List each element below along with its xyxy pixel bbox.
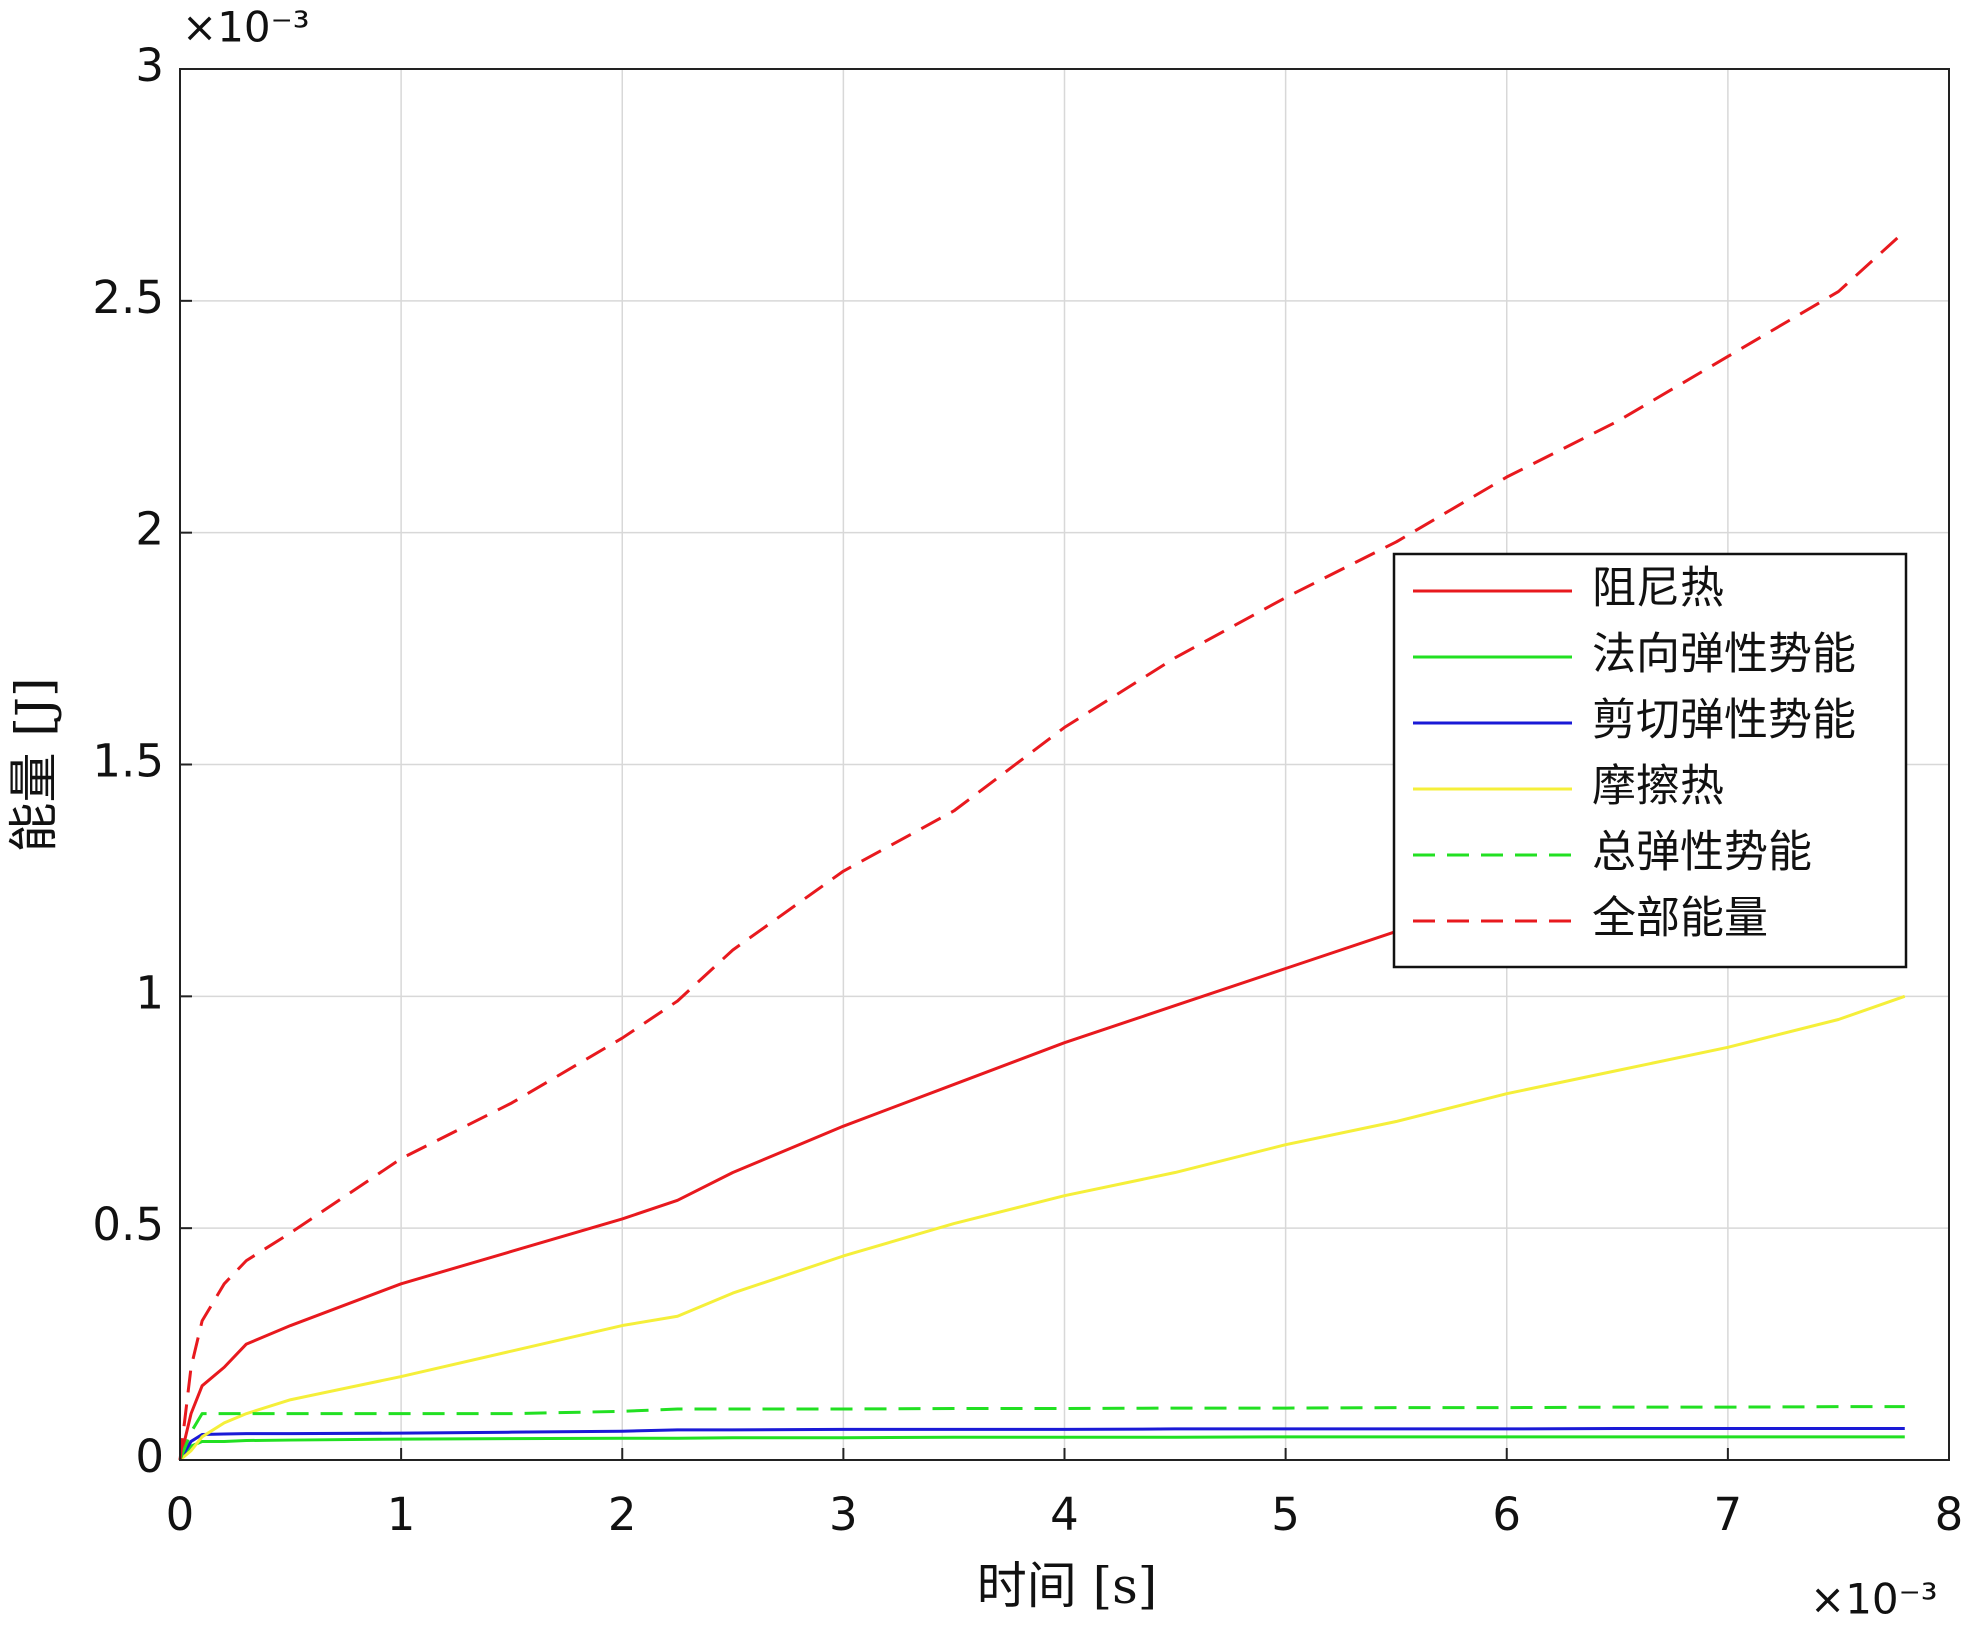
legend-label: 全部能量: [1592, 893, 1768, 944]
legend-box: [1392, 552, 1908, 969]
series-line: [178, 1426, 1905, 1461]
legend-label: 剪切弹性势能: [1592, 695, 1856, 746]
y-tick-label: 1.5: [92, 735, 164, 788]
y-axis-label: 能量 [J]: [5, 678, 63, 853]
series-line: [178, 230, 1906, 1461]
x-tick-label: 4: [1050, 1488, 1079, 1541]
legend-label: 摩擦热: [1592, 761, 1724, 812]
series-line: [178, 1435, 1905, 1461]
y-tick-label: 0: [135, 1430, 164, 1483]
legend-label: 总弹性势能: [1592, 827, 1812, 878]
y-tick-label: 3: [135, 39, 164, 92]
x-tick-label: 6: [1492, 1488, 1521, 1541]
x-axis-label: 时间 [s]: [977, 1557, 1158, 1615]
x-tick-label: 7: [1714, 1488, 1743, 1541]
y-tick-label: 1: [135, 966, 164, 1019]
y-tick-label: 2: [135, 503, 164, 556]
series-line: [179, 994, 1906, 1462]
y-scale-label: ×10⁻³: [182, 3, 310, 52]
x-tick-label: 2: [608, 1488, 637, 1541]
y-tick-label: 0.5: [92, 1198, 164, 1251]
x-scale-label: ×10⁻³: [1810, 1575, 1938, 1624]
series-line: [178, 1405, 1905, 1461]
legend-label: 法向弹性势能: [1592, 629, 1856, 680]
x-tick-label: 3: [829, 1488, 858, 1541]
x-tick-label: 1: [387, 1488, 416, 1541]
y-tick-label: 2.5: [92, 271, 164, 324]
x-tick-label: 0: [166, 1488, 195, 1541]
x-tick-label: 5: [1271, 1488, 1300, 1541]
plot-frame: [179, 68, 1950, 1461]
legend-label: 阻尼热: [1592, 563, 1724, 614]
x-tick-label: 8: [1935, 1488, 1964, 1541]
